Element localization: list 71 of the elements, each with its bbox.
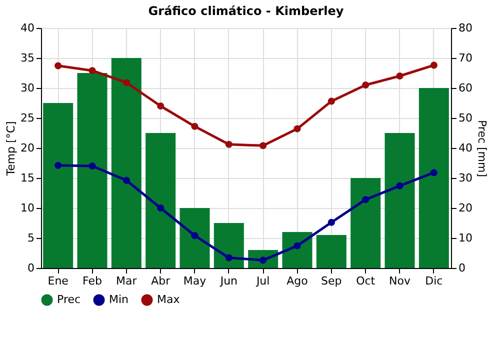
y-tick-label: 20	[20, 142, 34, 154]
x-tick-label: Abr	[151, 274, 171, 288]
legend-label: Prec	[57, 293, 81, 306]
x-tick-label: Nov	[389, 274, 411, 288]
point	[260, 256, 267, 264]
bar	[316, 235, 346, 268]
x-tick-label: Jun	[219, 274, 238, 288]
y-tick-label: 35	[20, 52, 34, 64]
bar	[384, 133, 415, 268]
x-tick-label: Ene	[48, 274, 69, 288]
legend-label: Min	[109, 293, 129, 306]
y2-tick-label: 80	[458, 22, 472, 34]
y-axis-title: Temp [°C]	[4, 121, 18, 177]
point	[122, 176, 130, 184]
point	[362, 196, 370, 204]
bar	[418, 88, 449, 268]
y2-tick-label: 40	[458, 142, 472, 154]
point	[157, 102, 164, 110]
legend-label: Max	[157, 293, 180, 306]
y-tick-label: 25	[20, 112, 34, 124]
bar	[43, 103, 74, 268]
point	[157, 204, 164, 212]
point	[225, 254, 232, 262]
point	[430, 62, 438, 69]
y2-axis-title: Prec [mm]	[475, 120, 488, 178]
y-tick-label: 5	[28, 232, 34, 244]
point	[54, 162, 62, 169]
point	[260, 142, 267, 150]
y-tick-label: 0	[28, 262, 34, 274]
y2-tick-label: 30	[458, 172, 472, 184]
point	[191, 122, 198, 130]
point	[191, 232, 198, 240]
y-tick-label: 15	[20, 172, 34, 184]
bar	[146, 133, 176, 268]
y2-tick-label: 60	[458, 82, 472, 94]
point	[122, 79, 130, 86]
x-tick-label: Jul	[255, 274, 270, 288]
point	[88, 67, 96, 74]
y2-tick-label: 70	[458, 52, 472, 64]
point	[225, 140, 232, 148]
x-tick-label: Mar	[116, 274, 138, 288]
x-tick-label: May	[183, 274, 207, 288]
x-tick-label: Ago	[286, 274, 308, 288]
y-tick-label: 30	[20, 82, 34, 94]
y-tick-label: 10	[20, 202, 34, 214]
bar	[282, 232, 312, 268]
point	[362, 81, 370, 89]
x-tick-label: Dic	[425, 274, 443, 288]
point	[88, 162, 96, 170]
point	[430, 169, 438, 176]
y2-tick-label: 0	[458, 262, 466, 274]
x-tick-label: Feb	[82, 274, 102, 288]
x-tick-label: Sep	[321, 274, 342, 288]
point	[294, 242, 301, 250]
x-tick-label: Oct	[356, 274, 376, 288]
point	[328, 218, 335, 226]
point	[396, 182, 404, 190]
point	[54, 62, 62, 70]
chart-title: Gráfico climático - Kimberley	[148, 4, 344, 18]
bar	[111, 58, 142, 268]
point	[328, 98, 335, 105]
bar	[214, 223, 244, 268]
bar	[350, 178, 381, 268]
y2-tick-label: 50	[458, 112, 472, 124]
y2-tick-label: 20	[458, 202, 472, 214]
y-tick-label: 40	[20, 22, 34, 34]
bar	[180, 208, 210, 268]
point	[396, 72, 404, 80]
point	[294, 125, 301, 132]
y2-tick-label: 10	[458, 232, 472, 244]
bar	[77, 73, 108, 268]
